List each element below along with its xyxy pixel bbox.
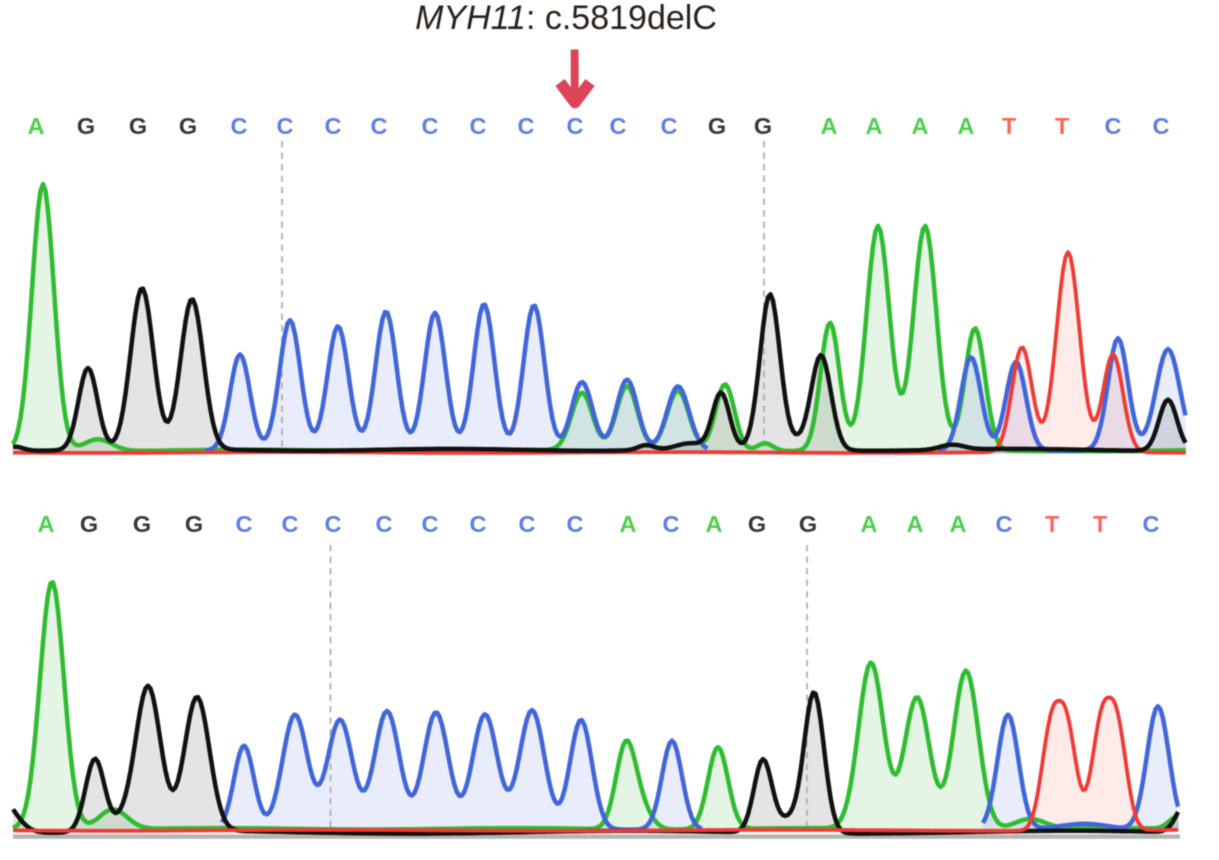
svg-text:C: C — [325, 511, 342, 537]
svg-text:MYH11: c.5819delC: MYH11: c.5819delC — [415, 0, 717, 37]
svg-text:C: C — [470, 113, 487, 139]
svg-text:C: C — [422, 511, 439, 537]
svg-text:A: A — [912, 113, 929, 139]
svg-text:C: C — [567, 511, 584, 537]
svg-text:C: C — [1143, 511, 1160, 537]
svg-text:G: G — [185, 511, 203, 537]
svg-text:T: T — [1055, 113, 1070, 139]
svg-text:G: G — [708, 113, 726, 139]
svg-text:C: C — [376, 511, 393, 537]
svg-text:G: G — [754, 113, 772, 139]
svg-text:A: A — [861, 511, 878, 537]
svg-text:A: A — [28, 113, 45, 139]
svg-text:C: C — [567, 113, 584, 139]
svg-text:C: C — [277, 113, 294, 139]
svg-text:A: A — [958, 113, 975, 139]
svg-text:C: C — [663, 511, 680, 537]
svg-text:G: G — [77, 113, 95, 139]
svg-text:A: A — [706, 511, 723, 537]
svg-text:C: C — [518, 113, 535, 139]
svg-text:G: G — [129, 113, 147, 139]
svg-text:C: C — [282, 511, 299, 537]
svg-text:G: G — [80, 511, 98, 537]
svg-text:A: A — [620, 511, 637, 537]
svg-text:G: G — [133, 511, 151, 537]
svg-text:C: C — [610, 113, 627, 139]
svg-text:C: C — [325, 113, 342, 139]
svg-text:A: A — [907, 511, 924, 537]
svg-text:C: C — [519, 511, 536, 537]
svg-text:C: C — [1105, 113, 1122, 139]
svg-text:C: C — [470, 511, 487, 537]
svg-text:G: G — [748, 511, 766, 537]
svg-text:C: C — [661, 113, 678, 139]
svg-text:T: T — [1045, 511, 1060, 537]
svg-text:C: C — [996, 511, 1013, 537]
svg-text:A: A — [821, 113, 838, 139]
svg-text:C: C — [236, 511, 253, 537]
svg-text:A: A — [950, 511, 967, 537]
svg-text:C: C — [371, 113, 388, 139]
svg-text:G: G — [799, 511, 817, 537]
svg-text:C: C — [1153, 113, 1170, 139]
svg-text:T: T — [1002, 113, 1017, 139]
svg-text:A: A — [866, 113, 883, 139]
svg-text:C: C — [422, 113, 439, 139]
svg-text:A: A — [38, 511, 55, 537]
svg-text:T: T — [1093, 511, 1108, 537]
svg-text:C: C — [231, 113, 248, 139]
svg-text:G: G — [179, 113, 197, 139]
